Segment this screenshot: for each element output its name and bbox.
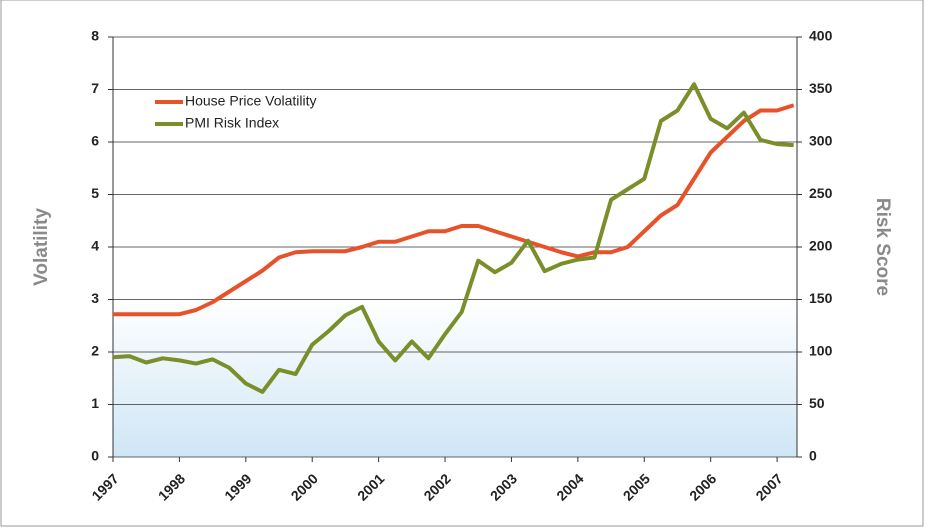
y-tick-label: 7 (91, 80, 99, 96)
y-axis-title: Volatility (31, 208, 52, 286)
y-tick-label: 0 (91, 448, 99, 464)
plot-shading (113, 299, 797, 457)
legend-label: PMI Risk Index (185, 115, 279, 131)
x-tick-label: 2007 (752, 470, 785, 503)
y2-tick-label: 0 (809, 448, 817, 464)
y2-tick-label: 300 (809, 133, 833, 149)
x-tick-label: 2001 (354, 470, 387, 503)
series-line (113, 103, 795, 317)
y2-tick-label: 50 (809, 395, 825, 411)
y2-tick-label: 250 (809, 185, 833, 201)
y-tick-label: 5 (91, 185, 99, 201)
y2-tick-label: 100 (809, 343, 833, 359)
series-line (112, 82, 794, 394)
legend-label: House Price Volatility (185, 93, 317, 109)
y2-axis-title: Risk Score (872, 198, 893, 296)
y2-tick-label: 400 (809, 28, 833, 44)
y-tick-label: 3 (91, 290, 99, 306)
x-tick-label: 1997 (88, 470, 121, 503)
x-tick-label: 2006 (686, 470, 719, 503)
y-tick-label: 2 (91, 343, 99, 359)
x-tick-label: 2005 (620, 470, 653, 503)
y2-tick-label: 150 (809, 290, 833, 306)
x-tick-label: 2004 (553, 470, 586, 503)
x-tick-label: 1999 (221, 470, 254, 503)
x-tick-label: 2000 (288, 470, 321, 503)
x-tick-label: 2003 (487, 470, 520, 503)
y-tick-label: 1 (91, 395, 99, 411)
x-tick-label: 1998 (155, 470, 188, 503)
y-tick-label: 8 (91, 28, 99, 44)
y-tick-label: 4 (91, 238, 99, 254)
y-tick-label: 6 (91, 133, 99, 149)
y2-tick-label: 350 (809, 80, 833, 96)
y2-tick-label: 200 (809, 238, 833, 254)
x-tick-label: 2002 (420, 470, 453, 503)
